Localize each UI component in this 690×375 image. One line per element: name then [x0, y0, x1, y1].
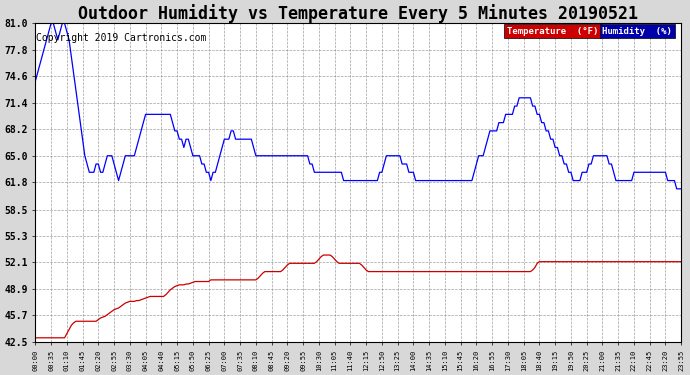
- Text: Copyright 2019 Cartronics.com: Copyright 2019 Cartronics.com: [36, 33, 206, 43]
- Text: Temperature  (°F): Temperature (°F): [507, 27, 598, 36]
- Title: Outdoor Humidity vs Temperature Every 5 Minutes 20190521: Outdoor Humidity vs Temperature Every 5 …: [78, 4, 638, 23]
- Text: Humidity  (%): Humidity (%): [602, 27, 672, 36]
